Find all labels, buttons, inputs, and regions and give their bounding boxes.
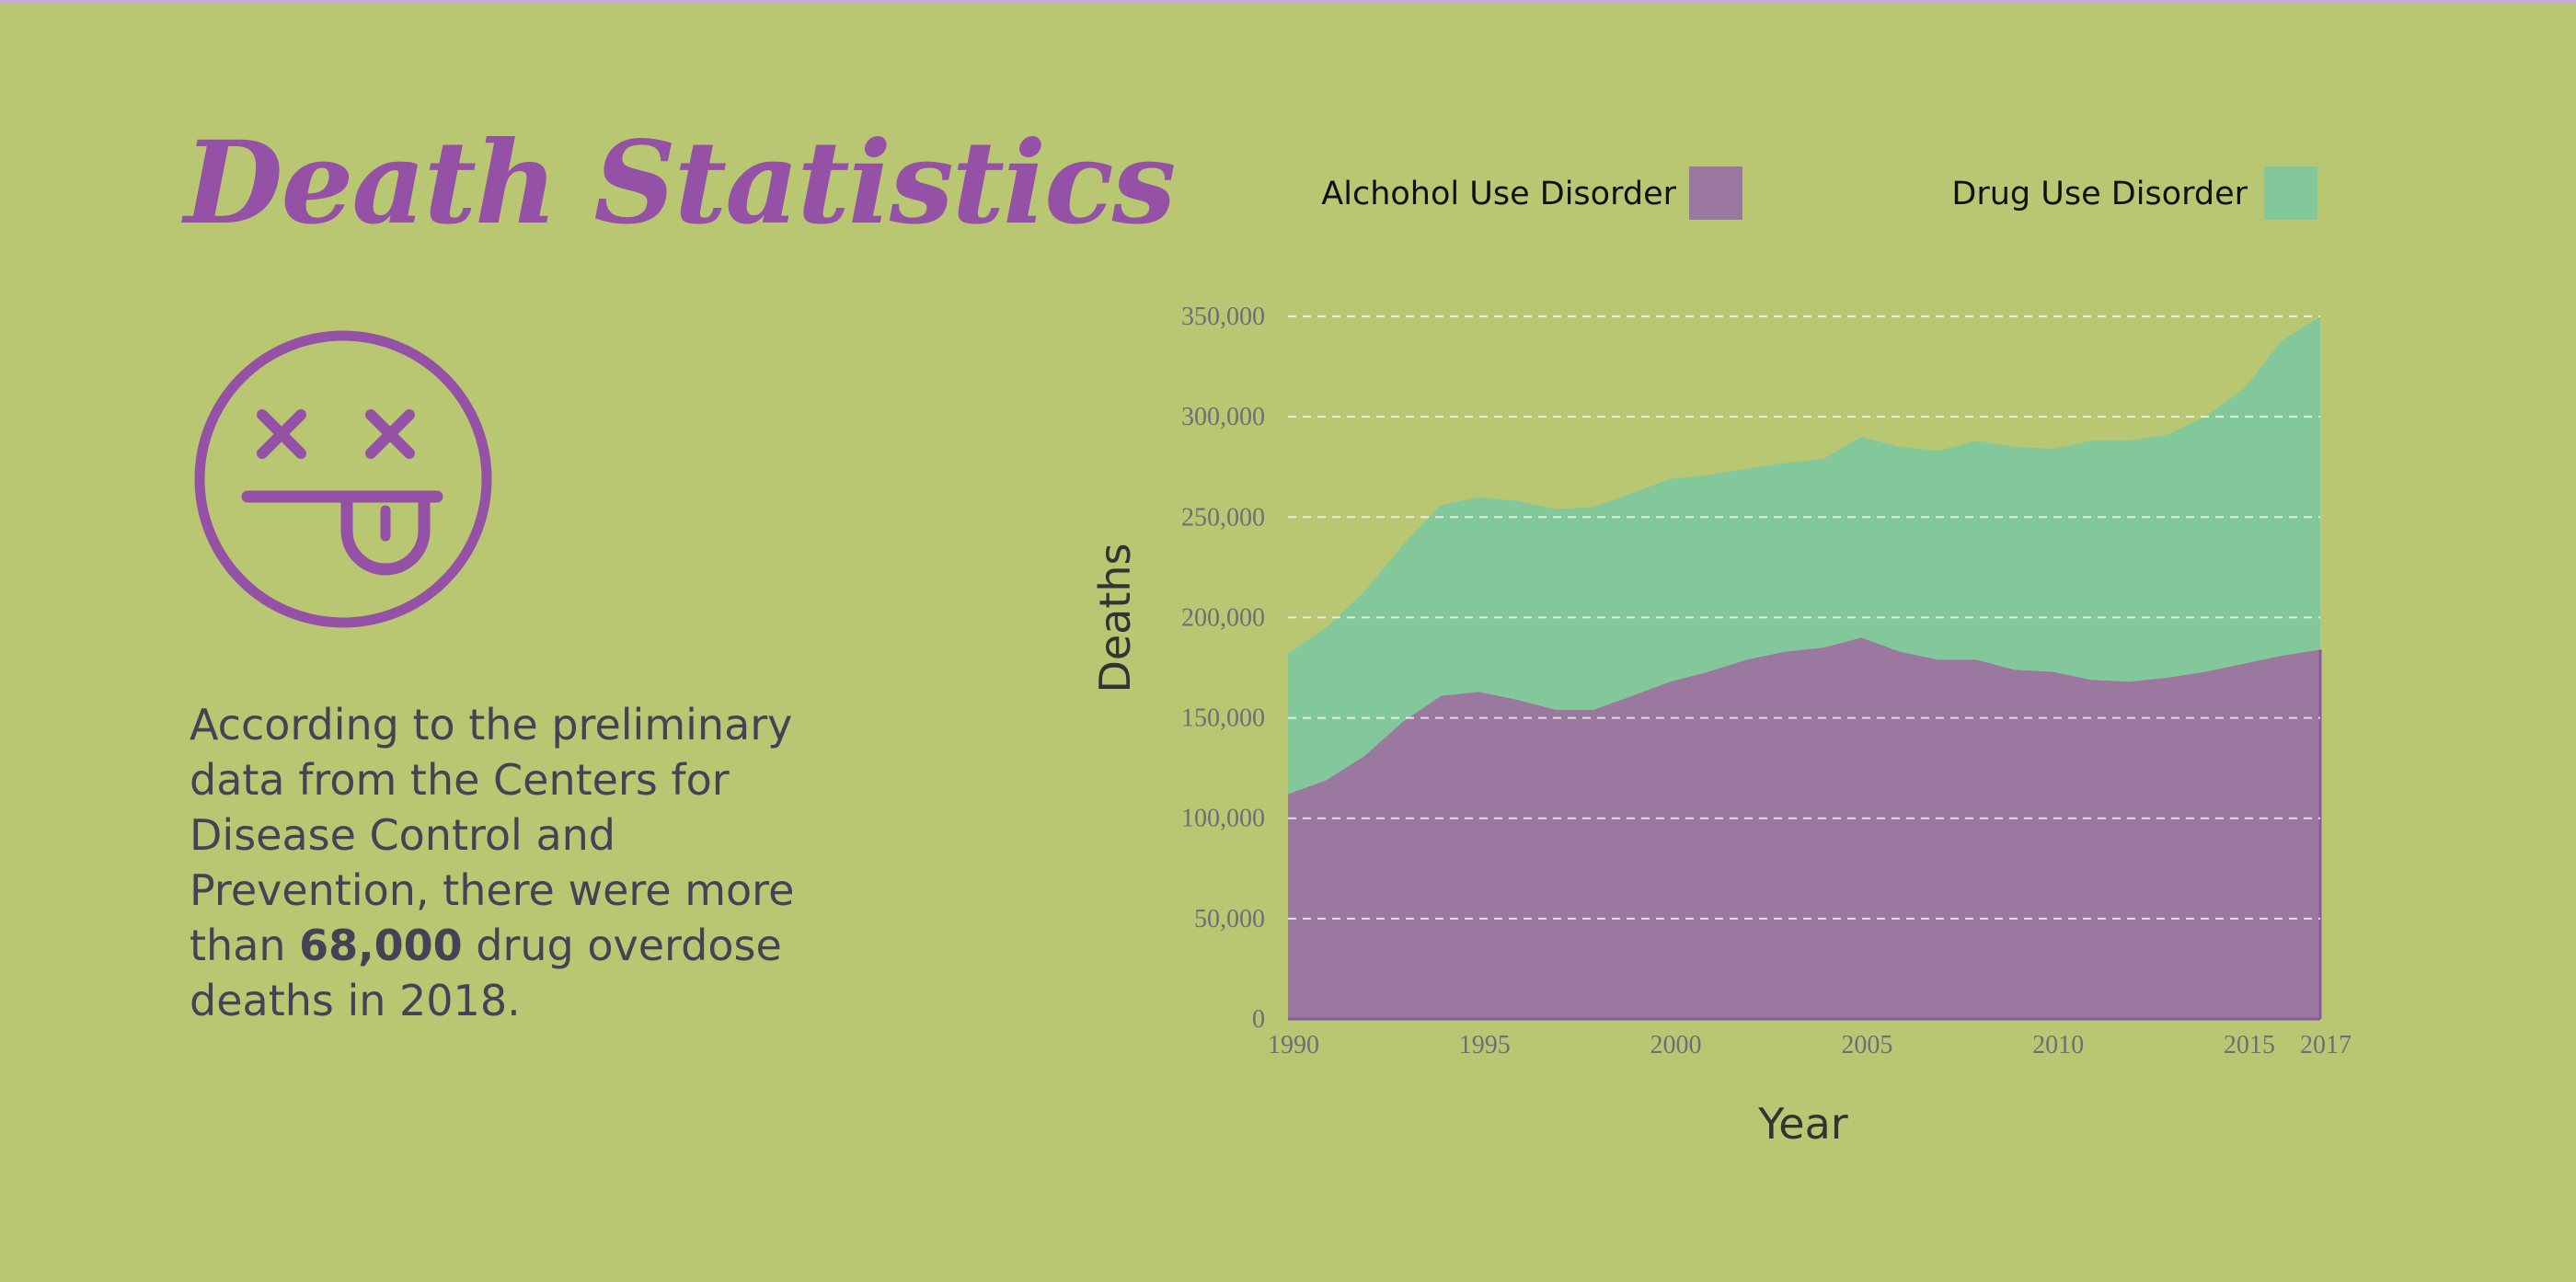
chart-areas	[1288, 316, 2322, 1021]
legend: Alchohol Use Disorder Drug Use Disorder	[1321, 166, 2317, 220]
x-tick-label: 2010	[2032, 1031, 2084, 1059]
y-axis-title: Deaths	[1090, 543, 1140, 693]
page-title: Death Statistics	[184, 117, 1176, 250]
dizzy-face-tongue-icon	[194, 330, 492, 628]
legend-swatch-alcohol	[1689, 166, 1742, 220]
top-strip	[0, 0, 2576, 4]
summary-text: According to the preliminary data from t…	[190, 697, 797, 1028]
x-tick-label: 2005	[1841, 1031, 1892, 1059]
summary-text-start: According to the preliminary data from t…	[190, 700, 795, 970]
legend-label-alcohol: Alchohol Use Disorder	[1321, 176, 1676, 212]
x-tick-label: 2015	[2224, 1031, 2275, 1059]
y-tick-label: 200,000	[1181, 603, 1265, 632]
x-tick-label: 1990	[1268, 1031, 1319, 1059]
y-tick-label: 100,000	[1181, 805, 1265, 833]
y-tick-label: 300,000	[1181, 403, 1265, 431]
y-tick-label: 150,000	[1181, 704, 1265, 733]
overdose-count: 68,000	[299, 921, 463, 970]
x-axis-title: Year	[1757, 1099, 1847, 1149]
y-tick-label: 350,000	[1181, 303, 1265, 331]
y-axis-ticks: 0 50,000 100,000 150,000 200,000 250,000 300,0…	[1181, 303, 1265, 1034]
legend-label-drug: Drug Use Disorder	[1951, 176, 2248, 212]
y-tick-label: 0	[1252, 1005, 1265, 1034]
x-tick-label: 1995	[1459, 1031, 1511, 1059]
legend-swatch-drug	[2264, 166, 2317, 220]
summary-text-end: drug overdose deaths in 2018.	[190, 921, 782, 1025]
y-tick-label: 250,000	[1181, 503, 1265, 532]
area-drug	[1288, 316, 2320, 795]
chart-gridlines	[1288, 315, 2320, 920]
y-tick-label: 50,000	[1194, 905, 1265, 933]
x-axis-ticks: 1990 1995 2000 2005 2010 2015 2017	[1268, 1031, 2352, 1059]
x-tick-label: 2000	[1650, 1031, 1702, 1059]
area-alcohol	[1288, 637, 2320, 1019]
x-tick-label: 2017	[2300, 1031, 2352, 1059]
